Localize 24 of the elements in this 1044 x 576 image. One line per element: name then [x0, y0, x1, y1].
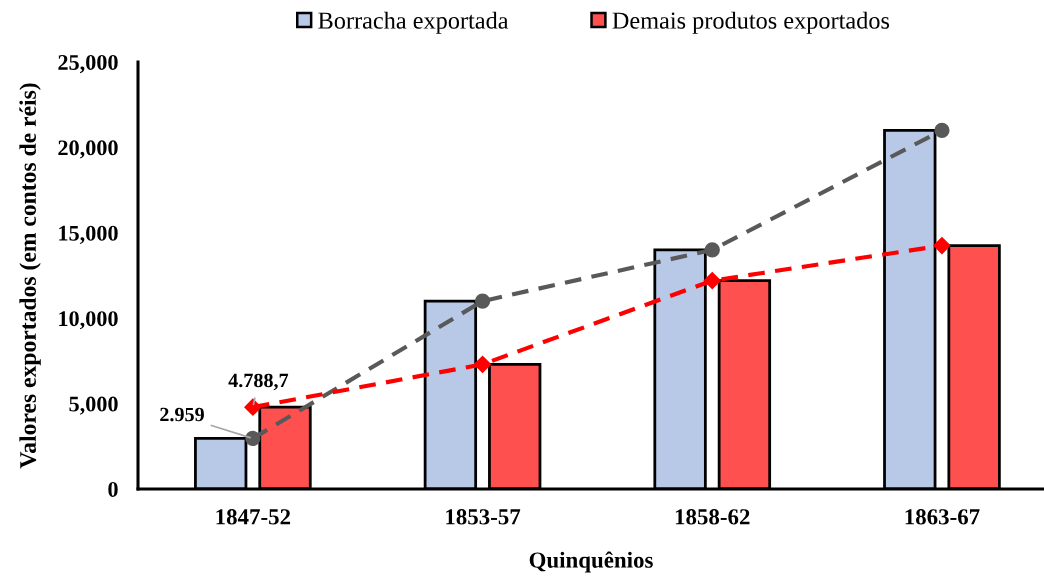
y-axis-title: Valores exportados (em contos de réis) [19, 83, 41, 469]
point [934, 122, 950, 138]
point [704, 242, 720, 258]
point [933, 237, 951, 255]
annotation: 2.959 [160, 407, 204, 422]
y-tick-label: 0 [108, 481, 118, 497]
y-tick-label: 10,000 [59, 311, 118, 330]
x-tick-label: 1853-57 [446, 509, 521, 525]
y-tick-label: 5,000 [69, 396, 118, 415]
x-tick-label: 1847-52 [216, 509, 291, 525]
point [474, 293, 491, 309]
point [244, 398, 262, 416]
point [703, 272, 721, 290]
annotation: 4.788,7 [228, 373, 289, 391]
x-tick-label: 1863-67 [905, 509, 980, 525]
y-tick-label: 25,000 [58, 54, 118, 74]
x-tick-label: 1858-62 [675, 509, 750, 525]
legend-label: Demais produtos exportados [612, 11, 890, 34]
point [245, 430, 261, 447]
x-axis-title: Quinquênios [529, 551, 653, 573]
y-tick-label: 20,000 [58, 140, 118, 159]
point [473, 355, 492, 373]
legend-label: Borracha exportada [318, 11, 509, 34]
y-tick-label: 15,000 [59, 225, 118, 244]
